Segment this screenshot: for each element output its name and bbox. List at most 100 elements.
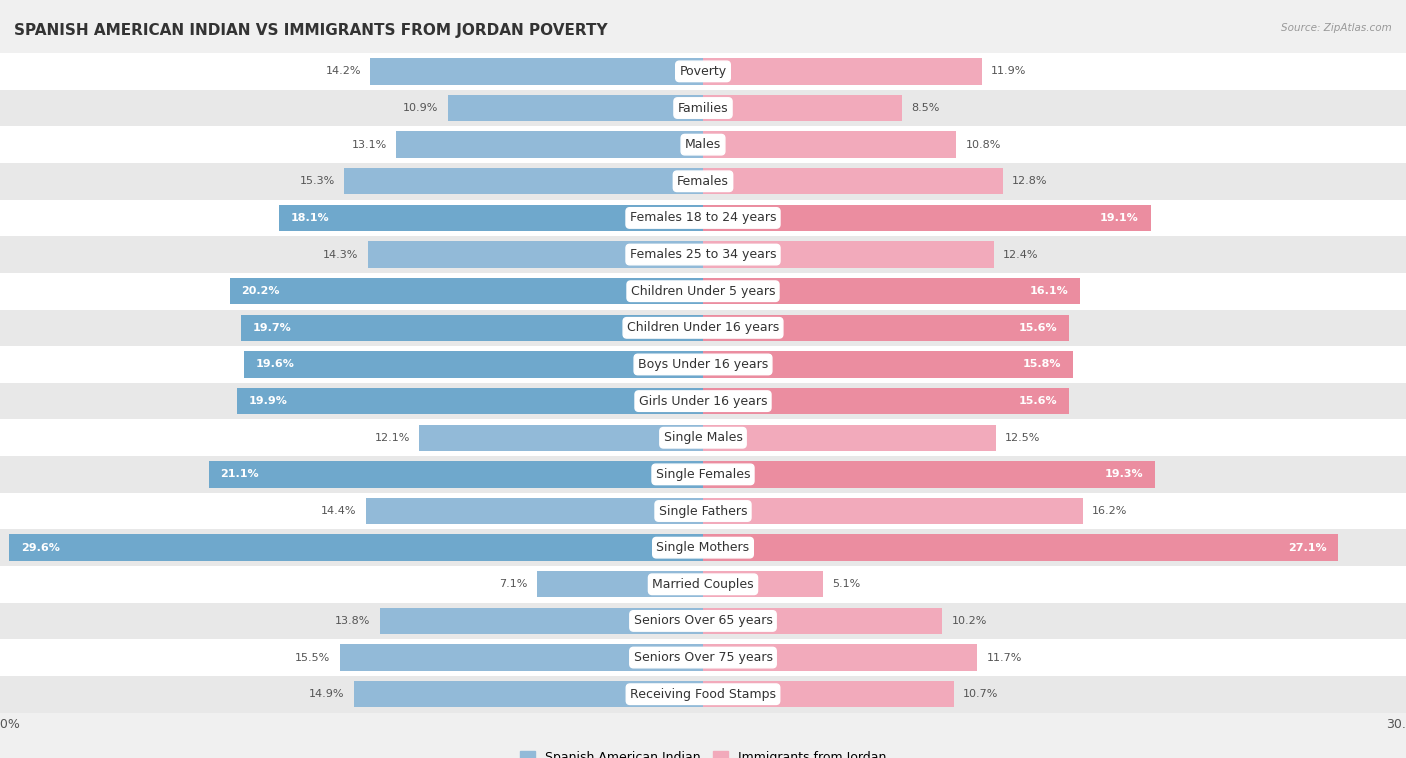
Text: 14.4%: 14.4% <box>321 506 356 516</box>
Bar <box>537 571 703 597</box>
Text: 15.6%: 15.6% <box>1018 396 1057 406</box>
Text: 15.6%: 15.6% <box>1018 323 1057 333</box>
Bar <box>703 205 1150 231</box>
Bar <box>703 315 1069 341</box>
Bar <box>0 309 1406 346</box>
Bar <box>703 168 1002 195</box>
Bar <box>344 168 703 195</box>
Text: 13.8%: 13.8% <box>335 616 370 626</box>
Bar <box>419 424 703 451</box>
Text: 10.8%: 10.8% <box>966 139 1001 149</box>
Text: 14.3%: 14.3% <box>323 249 359 259</box>
Text: Single Fathers: Single Fathers <box>659 505 747 518</box>
Text: Poverty: Poverty <box>679 65 727 78</box>
Text: 19.6%: 19.6% <box>256 359 294 369</box>
Bar <box>703 571 823 597</box>
Text: 12.4%: 12.4% <box>1002 249 1039 259</box>
Bar <box>243 351 703 377</box>
Text: 21.1%: 21.1% <box>221 469 259 479</box>
Bar <box>368 241 703 268</box>
Text: SPANISH AMERICAN INDIAN VS IMMIGRANTS FROM JORDAN POVERTY: SPANISH AMERICAN INDIAN VS IMMIGRANTS FR… <box>14 23 607 38</box>
Text: Girls Under 16 years: Girls Under 16 years <box>638 395 768 408</box>
Text: 14.9%: 14.9% <box>309 689 344 699</box>
Text: 12.5%: 12.5% <box>1005 433 1040 443</box>
Text: Children Under 5 years: Children Under 5 years <box>631 285 775 298</box>
Text: 16.1%: 16.1% <box>1029 287 1069 296</box>
Bar <box>703 644 977 671</box>
Bar <box>703 461 1156 487</box>
Text: Boys Under 16 years: Boys Under 16 years <box>638 358 768 371</box>
Text: 19.7%: 19.7% <box>253 323 292 333</box>
Text: 7.1%: 7.1% <box>499 579 527 589</box>
Text: 16.2%: 16.2% <box>1092 506 1128 516</box>
Text: 14.2%: 14.2% <box>325 67 361 77</box>
Text: Females 18 to 24 years: Females 18 to 24 years <box>630 211 776 224</box>
Text: Single Males: Single Males <box>664 431 742 444</box>
Bar <box>703 351 1073 377</box>
Text: 18.1%: 18.1% <box>291 213 329 223</box>
Text: 11.9%: 11.9% <box>991 67 1026 77</box>
Text: 15.3%: 15.3% <box>299 177 335 186</box>
Text: 15.5%: 15.5% <box>295 653 330 662</box>
Bar <box>0 346 1406 383</box>
Text: Females: Females <box>678 175 728 188</box>
Bar <box>229 278 703 305</box>
Bar <box>0 199 1406 236</box>
Bar <box>0 127 1406 163</box>
Bar <box>447 95 703 121</box>
Text: 29.6%: 29.6% <box>21 543 60 553</box>
Text: 8.5%: 8.5% <box>911 103 941 113</box>
Text: Families: Families <box>678 102 728 114</box>
Text: Receiving Food Stamps: Receiving Food Stamps <box>630 688 776 700</box>
Text: 10.9%: 10.9% <box>404 103 439 113</box>
Text: 10.2%: 10.2% <box>952 616 987 626</box>
Text: 19.9%: 19.9% <box>249 396 287 406</box>
Bar <box>0 163 1406 199</box>
Bar <box>242 315 703 341</box>
Bar <box>0 89 1406 127</box>
Bar <box>703 58 981 85</box>
Text: 11.7%: 11.7% <box>987 653 1022 662</box>
Text: 20.2%: 20.2% <box>242 287 280 296</box>
Bar <box>703 681 953 707</box>
Bar <box>703 424 995 451</box>
Bar <box>10 534 703 561</box>
Bar <box>278 205 703 231</box>
Bar <box>0 383 1406 419</box>
Bar <box>703 278 1080 305</box>
Text: 19.3%: 19.3% <box>1105 469 1143 479</box>
Bar <box>703 388 1069 415</box>
Bar <box>0 529 1406 566</box>
Bar <box>236 388 703 415</box>
Text: 15.8%: 15.8% <box>1024 359 1062 369</box>
Text: 5.1%: 5.1% <box>832 579 860 589</box>
Text: Married Couples: Married Couples <box>652 578 754 590</box>
Bar <box>703 534 1339 561</box>
Bar <box>703 241 994 268</box>
Bar <box>0 273 1406 309</box>
Bar <box>340 644 703 671</box>
Text: Source: ZipAtlas.com: Source: ZipAtlas.com <box>1281 23 1392 33</box>
Bar <box>0 419 1406 456</box>
Bar <box>0 493 1406 529</box>
Bar <box>703 131 956 158</box>
Bar <box>703 498 1083 525</box>
Text: 12.8%: 12.8% <box>1012 177 1047 186</box>
Bar <box>703 95 903 121</box>
Bar <box>380 608 703 634</box>
Text: 10.7%: 10.7% <box>963 689 998 699</box>
Legend: Spanish American Indian, Immigrants from Jordan: Spanish American Indian, Immigrants from… <box>515 746 891 758</box>
Bar <box>366 498 703 525</box>
Text: 12.1%: 12.1% <box>375 433 411 443</box>
Text: Females 25 to 34 years: Females 25 to 34 years <box>630 248 776 261</box>
Bar <box>0 639 1406 676</box>
Bar <box>0 53 1406 89</box>
Text: Seniors Over 75 years: Seniors Over 75 years <box>634 651 772 664</box>
Text: Seniors Over 65 years: Seniors Over 65 years <box>634 615 772 628</box>
Bar <box>396 131 703 158</box>
Bar <box>0 566 1406 603</box>
Text: 13.1%: 13.1% <box>352 139 387 149</box>
Bar <box>703 608 942 634</box>
Bar <box>0 676 1406 713</box>
Text: 27.1%: 27.1% <box>1288 543 1326 553</box>
